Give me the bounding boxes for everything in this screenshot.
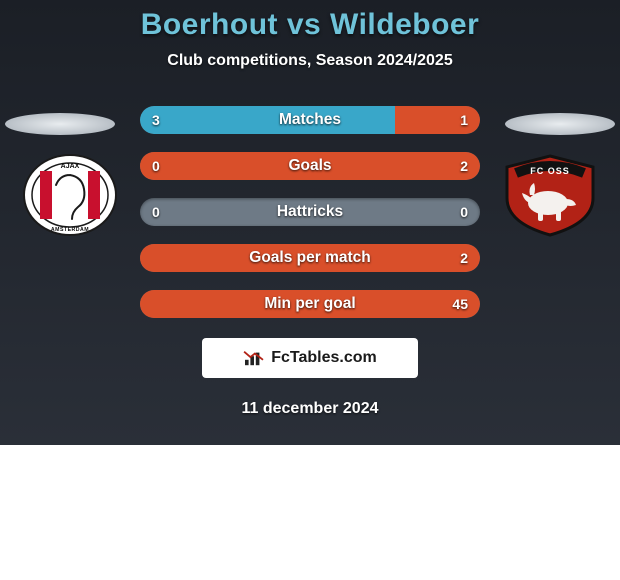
stat-row: Goals per match2 bbox=[140, 244, 480, 272]
stat-row: Min per goal45 bbox=[140, 290, 480, 318]
ajax-crest-icon: AJAX AMSTERDAM bbox=[20, 153, 120, 238]
comparison-infographic: Boerhout vs Wildeboer Club competitions,… bbox=[0, 0, 620, 445]
stat-value-left: 3 bbox=[152, 106, 160, 134]
page-title: Boerhout vs Wildeboer bbox=[0, 8, 620, 42]
stat-label: Min per goal bbox=[140, 290, 480, 318]
stat-value-right: 1 bbox=[460, 106, 468, 134]
stat-value-left: 0 bbox=[152, 198, 160, 226]
stat-value-right: 2 bbox=[460, 152, 468, 180]
team-crest-right: FC OSS bbox=[500, 153, 600, 238]
svg-text:AJAX: AJAX bbox=[61, 163, 80, 170]
date-label: 11 december 2024 bbox=[0, 400, 620, 418]
stat-bars: Matches31Goals02Hattricks00Goals per mat… bbox=[140, 106, 480, 336]
brand-text: FcTables.com bbox=[271, 349, 377, 367]
stat-label: Goals bbox=[140, 152, 480, 180]
stat-value-right: 45 bbox=[452, 290, 468, 318]
stat-row: Hattricks0 0 bbox=[140, 198, 480, 226]
crest-shadow-left bbox=[5, 113, 115, 135]
svg-text:FC OSS: FC OSS bbox=[530, 166, 570, 176]
crest-shadow-right bbox=[505, 113, 615, 135]
stat-value-right: 2 bbox=[460, 244, 468, 272]
stat-value-right: 0 bbox=[460, 198, 468, 226]
stat-label: Matches bbox=[140, 106, 480, 134]
stat-value-left: 0 bbox=[152, 152, 160, 180]
team-crest-left: AJAX AMSTERDAM bbox=[20, 153, 120, 238]
subtitle: Club competitions, Season 2024/2025 bbox=[0, 52, 620, 70]
bar-chart-icon bbox=[243, 349, 265, 367]
stat-label: Hattricks bbox=[140, 198, 480, 226]
stat-row: Matches3 1 bbox=[140, 106, 480, 134]
fcoss-crest-icon: FC OSS bbox=[500, 153, 600, 238]
content-area: AJAX AMSTERDAM FC OSS bbox=[0, 90, 620, 330]
stat-row: Goals0 2 bbox=[140, 152, 480, 180]
svg-text:AMSTERDAM: AMSTERDAM bbox=[51, 227, 89, 233]
stat-label: Goals per match bbox=[140, 244, 480, 272]
brand-badge: FcTables.com bbox=[202, 338, 418, 378]
